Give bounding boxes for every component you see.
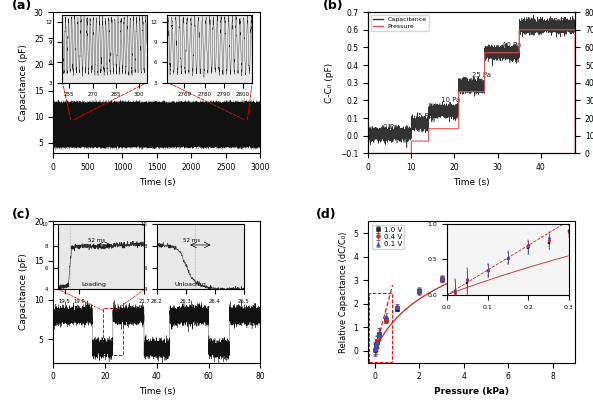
X-axis label: Time (s): Time (s): [454, 178, 490, 187]
Text: 0 Pa: 0 Pa: [383, 124, 398, 130]
Text: 10 Pa: 10 Pa: [441, 97, 461, 103]
Legend: 1.0 V, 0.4 V, 0.1 V: 1.0 V, 0.4 V, 0.1 V: [372, 225, 404, 249]
X-axis label: Time (s): Time (s): [139, 178, 175, 187]
Bar: [369, 293, 392, 361]
Y-axis label: Capacitance (pF): Capacitance (pF): [20, 253, 28, 330]
Text: (a): (a): [12, 0, 32, 12]
Y-axis label: Capacitance (pF): Capacitance (pF): [20, 44, 28, 121]
Text: 40 Pa: 40 Pa: [502, 42, 521, 48]
Bar: [244, 101, 247, 143]
Bar: [71, 101, 75, 143]
Text: (b): (b): [323, 0, 343, 12]
Text: (d): (d): [316, 208, 337, 222]
Text: (c): (c): [12, 208, 31, 222]
X-axis label: Time (s): Time (s): [139, 387, 175, 396]
Text: 5 Pa: 5 Pa: [417, 113, 432, 119]
Text: 50 Pa: 50 Pa: [549, 18, 569, 24]
X-axis label: Pressure (kPa): Pressure (kPa): [434, 387, 509, 396]
Y-axis label: C-C₀ (pF): C-C₀ (pF): [326, 63, 334, 103]
Y-axis label: Relative Capacitance (dC/C₀): Relative Capacitance (dC/C₀): [339, 231, 348, 353]
Bar: [103, 308, 123, 355]
Text: 25 Pa: 25 Pa: [471, 73, 490, 79]
Legend: Capacitance, Pressure: Capacitance, Pressure: [371, 15, 429, 31]
